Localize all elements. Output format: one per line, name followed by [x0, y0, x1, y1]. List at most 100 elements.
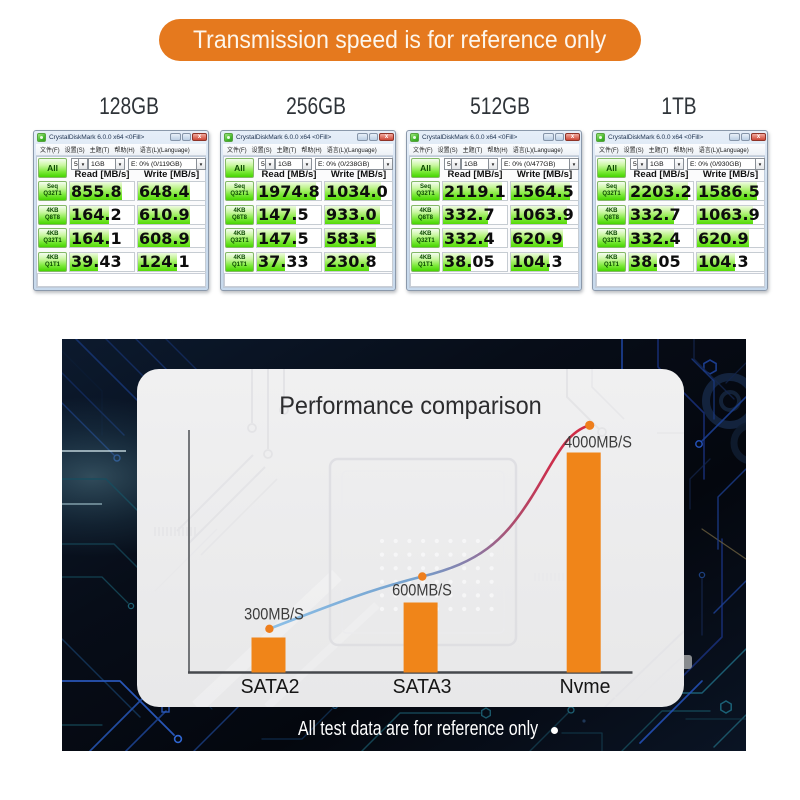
read-value: 2203.2 — [630, 181, 692, 201]
chevron-down-icon: ▼ — [637, 159, 646, 169]
menu-item[interactable]: 语言(L)(Language) — [512, 148, 563, 154]
menu-item[interactable]: 设置(S) — [437, 148, 458, 154]
menu-item[interactable]: 语言(L)(Language) — [326, 148, 377, 154]
write-value: 610.9 — [139, 205, 190, 224]
window-titlebar[interactable]: CrystalDiskMark 6.0.0 x64 <0Fill> x — [34, 131, 208, 144]
test-row-button[interactable]: 4KB Q8T8 — [597, 204, 626, 225]
score-fill-bar — [629, 229, 674, 247]
performance-card: Performance comparison 300MB/S 600MB/S 400… — [137, 369, 684, 707]
maximize-button[interactable] — [182, 133, 191, 141]
window-titlebar[interactable]: CrystalDiskMark 6.0.0 x64 <0Fill> x — [221, 131, 395, 144]
test-count-combo[interactable]: 5 ▼ — [630, 158, 647, 170]
menu-item[interactable]: 文件(F) — [413, 148, 433, 154]
test-row-button[interactable]: 4KB Q1T1 — [38, 251, 67, 272]
close-button[interactable]: x — [751, 133, 766, 141]
test-row-button[interactable]: 4KB Q1T1 — [597, 251, 626, 272]
test-row-button[interactable]: 4KB Q32T1 — [597, 228, 626, 248]
write-header: Write [MB/s] — [516, 169, 573, 180]
test-size-combo[interactable]: 1GB ▼ — [647, 158, 684, 170]
menu-item[interactable]: 帮助(H) — [487, 148, 508, 154]
write-result-cell: 1063.9 — [510, 204, 579, 225]
score-fill-bar — [443, 252, 472, 271]
test-size-combo[interactable]: 1GB ▼ — [88, 158, 125, 170]
minimize-button[interactable] — [543, 133, 554, 141]
close-button[interactable]: x — [192, 133, 207, 141]
test-row-button[interactable]: 4KB Q8T8 — [225, 204, 254, 225]
status-bar — [410, 273, 579, 287]
all-test-button[interactable]: All — [411, 158, 440, 178]
test-row-button[interactable]: Seq Q32T1 — [597, 181, 626, 201]
test-row-button[interactable]: 4KB Q1T1 — [411, 251, 440, 272]
menu-item[interactable]: 文件(F) — [40, 148, 60, 154]
test-row-button[interactable]: 4KB Q32T1 — [411, 228, 440, 248]
menu-item[interactable]: 语言(L)(Language) — [139, 148, 190, 154]
window-title: CrystalDiskMark 6.0.0 x64 <0Fill> — [49, 134, 145, 141]
close-button[interactable]: x — [379, 133, 394, 141]
test-row-button[interactable]: Seq Q32T1 — [411, 181, 440, 201]
write-result-cell: 610.9 — [137, 204, 206, 225]
score-fill-bar — [697, 182, 757, 200]
drive-combo[interactable]: E: 0% (0/477GB) ▼ — [501, 158, 579, 170]
test-row-button[interactable]: 4KB Q1T1 — [225, 251, 254, 272]
all-test-button[interactable]: All — [225, 158, 254, 178]
menu-item[interactable]: 主题(T) — [276, 148, 297, 154]
window-titlebar[interactable]: CrystalDiskMark 6.0.0 x64 <0Fill> x — [593, 131, 767, 144]
score-fill-bar — [697, 229, 749, 247]
menu-item[interactable]: 设置(S) — [251, 148, 272, 154]
test-size-combo[interactable]: 1GB ▼ — [461, 158, 498, 170]
read-value: 332.4 — [444, 228, 495, 248]
menu-item[interactable]: 主题(T) — [648, 148, 669, 154]
chevron-down-icon: ▼ — [115, 159, 124, 169]
all-test-button[interactable]: All — [38, 158, 67, 178]
test-count-combo[interactable]: 5 ▼ — [444, 158, 461, 170]
score-fill-bar — [70, 205, 110, 224]
test-row-button[interactable]: Seq Q32T1 — [225, 181, 254, 201]
score-fill-bar — [257, 252, 285, 271]
read-result-cell: 39.43 — [69, 251, 135, 272]
test-count-combo[interactable]: 5 ▼ — [258, 158, 275, 170]
category-label: Nvme — [559, 674, 611, 698]
capacity-label: 512GB — [469, 93, 530, 120]
drive-combo[interactable]: E: 0% (0/119GB) ▼ — [128, 158, 206, 170]
test-row-button[interactable]: 4KB Q8T8 — [411, 204, 440, 225]
menu-item[interactable]: 帮助(H) — [114, 148, 135, 154]
write-result-cell: 1586.5 — [696, 181, 765, 201]
maximize-button[interactable] — [741, 133, 750, 141]
read-value: 37.33 — [258, 252, 309, 271]
chevron-down-icon: ▼ — [569, 159, 578, 169]
menu-item[interactable]: 主题(T) — [462, 148, 483, 154]
close-button[interactable]: x — [565, 133, 580, 141]
minimize-button[interactable] — [357, 133, 368, 141]
read-result-cell: 2203.2 — [628, 181, 694, 201]
test-row-button[interactable]: 4KB Q8T8 — [38, 204, 67, 225]
write-header: Write [MB/s] — [702, 169, 759, 180]
test-row-button[interactable]: 4KB Q32T1 — [38, 228, 67, 248]
menu-bar: 文件(F) 设置(S) 主题(T) 帮助(H) 语言(L)(Language) — [36, 144, 206, 156]
all-test-button[interactable]: All — [597, 158, 626, 178]
minimize-button[interactable] — [729, 133, 740, 141]
menu-item[interactable]: 文件(F) — [227, 148, 247, 154]
test-row-button[interactable]: 4KB Q32T1 — [225, 228, 254, 248]
drive-combo[interactable]: E: 0% (0/930GB) ▼ — [687, 158, 765, 170]
menu-item[interactable]: 设置(S) — [623, 148, 644, 154]
crystaldiskmark-window: CrystalDiskMark 6.0.0 x64 <0Fill> x 文件(F… — [592, 130, 768, 291]
maximize-button[interactable] — [555, 133, 564, 141]
drive-combo[interactable]: E: 0% (0/238GB) ▼ — [315, 158, 393, 170]
maximize-button[interactable] — [369, 133, 378, 141]
top-banner: Transmission speed is for reference only — [159, 19, 641, 61]
test-count-combo[interactable]: 5 ▼ — [71, 158, 88, 170]
write-result-cell: 104.3 — [696, 251, 765, 272]
window-titlebar[interactable]: CrystalDiskMark 6.0.0 x64 <0Fill> x — [407, 131, 581, 144]
menu-item[interactable]: 设置(S) — [64, 148, 85, 154]
test-row-button[interactable]: Seq Q32T1 — [38, 181, 67, 201]
test-size-combo[interactable]: 1GB ▼ — [275, 158, 312, 170]
menu-item[interactable]: 帮助(H) — [301, 148, 322, 154]
menu-item[interactable]: 帮助(H) — [673, 148, 694, 154]
write-header: Write [MB/s] — [330, 169, 387, 180]
menu-bar: 文件(F) 设置(S) 主题(T) 帮助(H) 语言(L)(Language) — [595, 144, 765, 156]
minimize-button[interactable] — [170, 133, 181, 141]
menu-item[interactable]: 主题(T) — [89, 148, 110, 154]
menu-item[interactable]: 语言(L)(Language) — [698, 148, 749, 154]
menu-item[interactable]: 文件(F) — [599, 148, 619, 154]
score-fill-bar — [629, 182, 689, 200]
